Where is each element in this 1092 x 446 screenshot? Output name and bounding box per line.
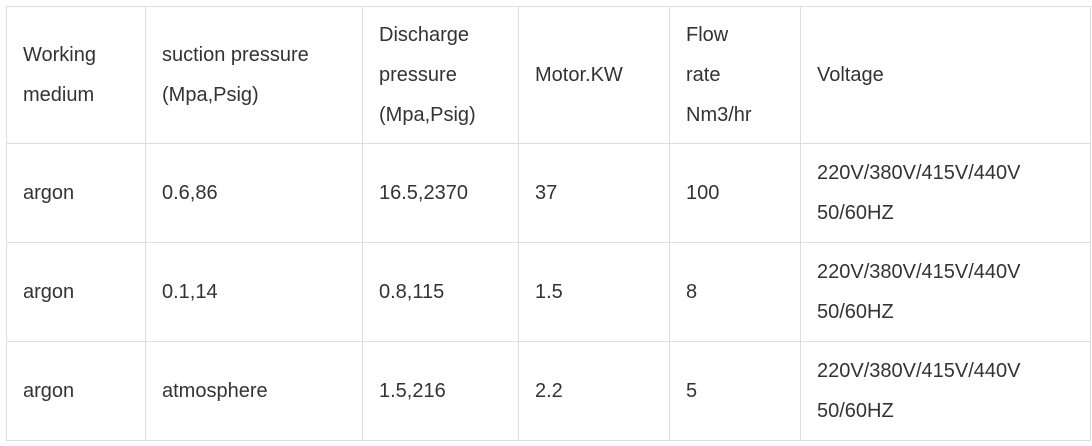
cell-text: 1.5,216 bbox=[379, 380, 446, 402]
cell-text: (Mpa,Psig) bbox=[162, 84, 259, 106]
cell-text: 0.1,14 bbox=[162, 281, 218, 303]
cell-text: 16.5,2370 bbox=[379, 182, 468, 204]
cell-text: suction pressure bbox=[162, 44, 309, 66]
table-cell: 2.2 bbox=[518, 341, 670, 441]
cell-text: atmosphere bbox=[162, 380, 268, 402]
cell-text: Motor.KW bbox=[535, 64, 623, 86]
table-cell: 1.5 bbox=[518, 242, 670, 342]
cell-text: Voltage bbox=[817, 64, 884, 86]
table-cell: 37 bbox=[518, 143, 670, 243]
cell-text: 37 bbox=[535, 182, 558, 204]
cell-text: 1.5 bbox=[535, 281, 563, 303]
table-cell: argon bbox=[6, 143, 146, 243]
cell-text: argon bbox=[23, 380, 75, 402]
cell-text: 220V/380V/415V/440V bbox=[817, 162, 1021, 184]
table-cell: argon bbox=[6, 341, 146, 441]
cell-text: 50/60HZ bbox=[817, 202, 894, 224]
table-cell: 0.8,115 bbox=[362, 242, 519, 342]
cell-text: 100 bbox=[686, 182, 720, 204]
cell-text: 50/60HZ bbox=[817, 400, 894, 422]
cell-text: 5 bbox=[686, 380, 698, 402]
cell-text: 50/60HZ bbox=[817, 301, 894, 323]
table-cell: 0.6,86 bbox=[145, 143, 363, 243]
cell-text: rate bbox=[686, 64, 721, 86]
header-row: Working medium suction pressure (Mpa,Psig) D… bbox=[6, 6, 1091, 144]
table-cell: 220V/380V/415V/440V 50/60HZ bbox=[800, 341, 1091, 441]
table-cell: Voltage bbox=[800, 6, 1091, 144]
cell-text: 8 bbox=[686, 281, 698, 303]
cell-text: medium bbox=[23, 84, 95, 106]
cell-text: argon bbox=[23, 182, 75, 204]
cell-text: 2.2 bbox=[535, 380, 563, 402]
table-cell: atmosphere bbox=[145, 341, 363, 441]
table-cell: 5 bbox=[669, 341, 801, 441]
cell-text: 0.6,86 bbox=[162, 182, 218, 204]
cell-text: Flow bbox=[686, 24, 729, 46]
table-cell: 8 bbox=[669, 242, 801, 342]
table-row: argon atmosphere 1.5,216 2.2 5 220V/380V/415V… bbox=[6, 341, 1091, 441]
cell-text: 220V/380V/415V/440V bbox=[817, 261, 1021, 283]
cell-text: (Mpa,Psig) bbox=[379, 104, 476, 126]
cell-text: 0.8,115 bbox=[379, 281, 445, 303]
cell-text: Nm3/hr bbox=[686, 104, 752, 126]
table-cell: argon bbox=[6, 242, 146, 342]
table-cell: 220V/380V/415V/440V 50/60HZ bbox=[800, 242, 1091, 342]
table-cell: Motor.KW bbox=[518, 6, 670, 144]
spec-table: Working medium suction pressure (Mpa,Psig) D… bbox=[6, 6, 1091, 441]
table-cell: Discharge pressure (Mpa,Psig) bbox=[362, 6, 519, 144]
table-cell: Working medium bbox=[6, 6, 146, 144]
cell-text: pressure bbox=[379, 64, 457, 86]
cell-text: 220V/380V/415V/440V bbox=[817, 360, 1021, 382]
cell-text: Working bbox=[23, 44, 96, 66]
table-cell: 1.5,216 bbox=[362, 341, 519, 441]
table-cell: 0.1,14 bbox=[145, 242, 363, 342]
table-row: argon 0.1,14 0.8,115 1.5 8 220V/380V/415V/440… bbox=[6, 242, 1091, 342]
table-cell: Flow rate Nm3/hr bbox=[669, 6, 801, 144]
cell-text: Discharge bbox=[379, 24, 470, 46]
cell-text: argon bbox=[23, 281, 75, 303]
table-cell: 100 bbox=[669, 143, 801, 243]
table-cell: 16.5,2370 bbox=[362, 143, 519, 243]
table-row: argon 0.6,86 16.5,2370 37 100 220V/380V/415V/… bbox=[6, 143, 1091, 243]
table-cell: suction pressure (Mpa,Psig) bbox=[145, 6, 363, 144]
table-cell: 220V/380V/415V/440V 50/60HZ bbox=[800, 143, 1091, 243]
